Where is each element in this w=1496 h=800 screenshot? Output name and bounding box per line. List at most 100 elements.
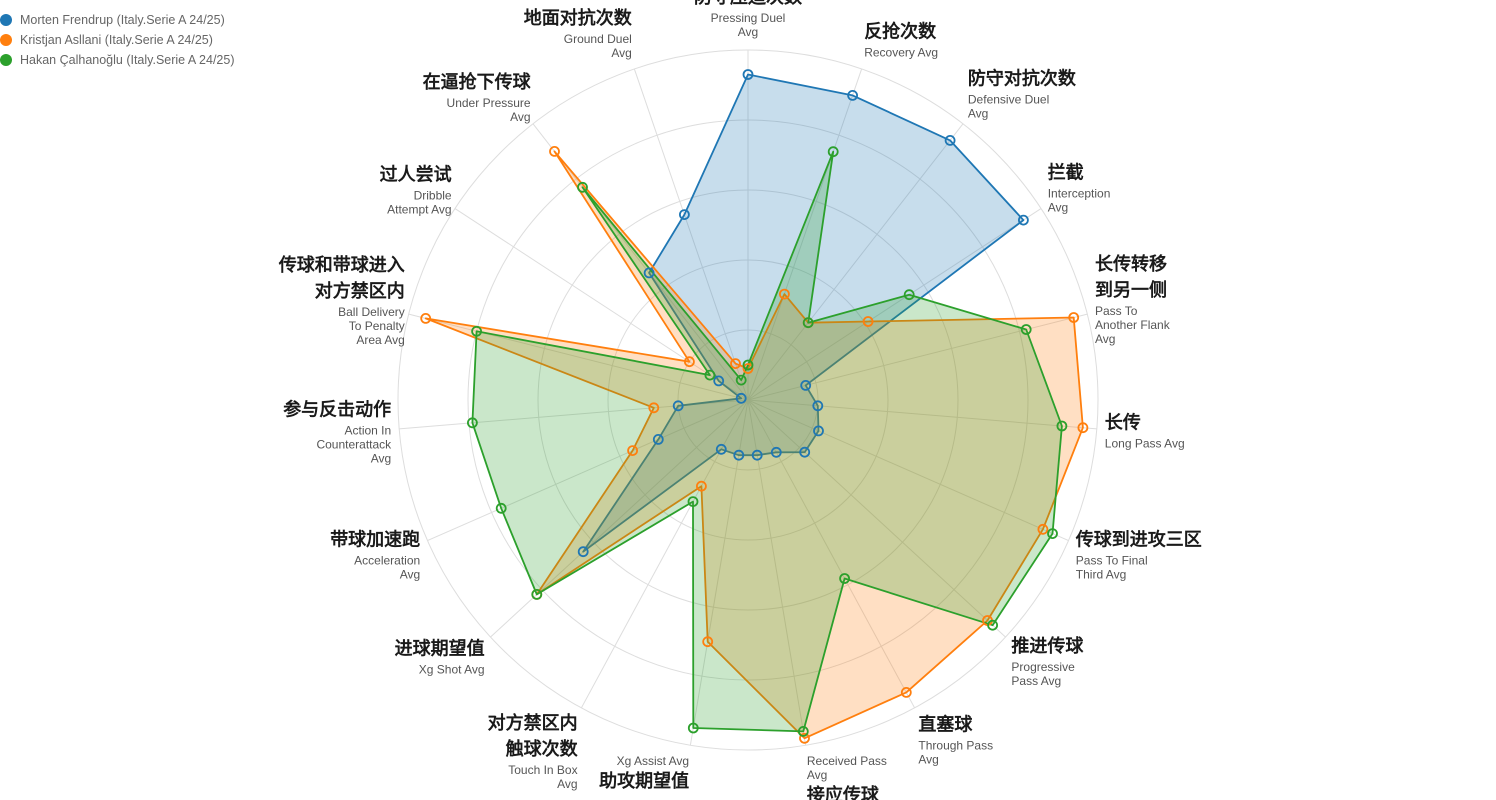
legend-marker-calhanoglu xyxy=(0,54,12,66)
spoke-13 xyxy=(427,399,749,542)
axis-label-en-3: Avg xyxy=(1048,200,1068,214)
axis-label-en-7: Pass Avg xyxy=(1011,674,1061,688)
data-point-2-18[interactable] xyxy=(735,374,747,386)
axis-label-cn-10: 助攻期望值 xyxy=(599,770,689,792)
data-point-1-11[interactable] xyxy=(696,480,707,492)
spoke-8 xyxy=(747,399,916,709)
data-point-2-5[interactable] xyxy=(1056,420,1068,432)
axis-label-cn-15: 传球和带球进入 xyxy=(278,254,405,276)
data-point-2-11[interactable] xyxy=(687,496,699,508)
axis-label-cn-0: 防守压迫次数 xyxy=(694,0,803,8)
data-point-1-14[interactable] xyxy=(648,402,660,414)
data-point-2-6[interactable] xyxy=(1047,528,1058,539)
legend-item-frendrup[interactable]: Morten Frendrup (Italy.Serie A 24/25) xyxy=(0,10,234,30)
data-point-2-2[interactable] xyxy=(802,317,814,329)
data-point-0-16[interactable] xyxy=(713,375,725,387)
data-point-0-18[interactable] xyxy=(679,209,690,221)
data-point-2-14[interactable] xyxy=(466,417,478,429)
axis-label-en-5: Long Pass Avg xyxy=(1105,436,1185,450)
data-point-2-1[interactable] xyxy=(827,146,839,158)
data-point-0-8[interactable] xyxy=(770,446,782,458)
data-point-0-0[interactable] xyxy=(742,69,754,80)
axis-label-en-4: Pass To xyxy=(1095,304,1138,318)
axis-label-en-7: Progressive xyxy=(1011,660,1075,674)
data-point-0-13[interactable] xyxy=(652,433,664,445)
data-point-0-14[interactable] xyxy=(672,400,684,412)
data-point-1-8[interactable] xyxy=(900,687,912,698)
data-point-0-17[interactable] xyxy=(643,267,655,279)
data-point-2-9[interactable] xyxy=(797,726,809,737)
axis-label-en-17: Avg xyxy=(510,110,530,124)
data-point-1-6[interactable] xyxy=(1037,523,1049,535)
axis-label-en-11: Avg xyxy=(557,777,577,791)
axis-label-cn-5: 长传 xyxy=(1105,411,1141,433)
data-point-1-13[interactable] xyxy=(627,445,638,457)
data-point-0-7[interactable] xyxy=(799,446,811,458)
axis-label-en-0: Avg xyxy=(738,25,758,39)
axis-label-en-15: To Penalty xyxy=(349,319,405,333)
spoke-11 xyxy=(580,399,749,709)
axis-label-en-4: Another Flank xyxy=(1095,318,1171,332)
data-point-0-11[interactable] xyxy=(715,443,727,455)
data-point-1-9[interactable] xyxy=(799,732,810,744)
spoke-16 xyxy=(454,208,749,401)
axis-label-en-17: Under Pressure xyxy=(447,96,531,110)
radar-series xyxy=(420,69,1089,744)
axis-label-en-9: Avg xyxy=(807,768,827,782)
data-point-1-1[interactable] xyxy=(779,288,790,300)
data-point-1-10[interactable] xyxy=(702,636,714,648)
data-point-0-9[interactable] xyxy=(751,449,763,461)
legend-item-asllani[interactable]: Kristjan Asllani (Italy.Serie A 24/25) xyxy=(0,30,234,50)
data-point-0-2[interactable] xyxy=(944,134,956,146)
data-point-2-0[interactable] xyxy=(742,359,754,371)
data-point-1-15[interactable] xyxy=(420,312,432,324)
axis-label-en-14: Counterattack xyxy=(316,438,392,452)
axis-label-cn-16: 过人尝试 xyxy=(380,164,452,186)
axis-label-cn-11: 触球次数 xyxy=(506,738,579,760)
spoke-10 xyxy=(689,399,749,746)
legend-item-calhanoglu[interactable]: Hakan Çalhanoğlu (Italy.Serie A 24/25) xyxy=(0,50,234,70)
spoke-9 xyxy=(747,399,807,746)
data-point-2-12[interactable] xyxy=(531,589,543,600)
data-point-0-15[interactable] xyxy=(735,392,747,404)
data-point-2-7[interactable] xyxy=(987,619,998,631)
axis-label-en-0: Pressing Duel xyxy=(711,11,786,25)
data-point-2-8[interactable] xyxy=(839,573,850,584)
spoke-2 xyxy=(747,123,964,401)
data-point-2-4[interactable] xyxy=(1020,324,1032,335)
data-point-0-6[interactable] xyxy=(813,425,824,437)
data-point-2-17[interactable] xyxy=(577,181,588,193)
data-point-2-10[interactable] xyxy=(687,722,699,734)
axis-label-en-6: Pass To Final xyxy=(1076,554,1148,568)
data-point-1-16[interactable] xyxy=(684,356,695,368)
data-point-1-17[interactable] xyxy=(549,145,560,157)
data-point-1-0[interactable] xyxy=(742,363,754,374)
data-point-0-1[interactable] xyxy=(847,90,858,101)
data-point-1-4[interactable] xyxy=(1068,312,1080,323)
data-point-1-18[interactable] xyxy=(730,358,741,370)
data-point-2-3[interactable] xyxy=(903,289,915,301)
data-point-0-4[interactable] xyxy=(800,379,812,391)
axis-label-cn-15: 对方禁区内 xyxy=(315,280,405,302)
data-point-2-13[interactable] xyxy=(495,502,507,514)
data-point-2-16[interactable] xyxy=(704,369,716,381)
axis-label-cn-1: 反抢次数 xyxy=(864,21,937,43)
data-point-1-3[interactable] xyxy=(862,316,874,327)
axis-label-en-13: Avg xyxy=(400,568,420,582)
spoke-1 xyxy=(747,68,863,401)
data-point-0-12[interactable] xyxy=(577,546,589,558)
axis-label-en-14: Avg xyxy=(371,452,391,466)
spoke-5 xyxy=(747,399,1097,430)
axis-label-en-18: Avg xyxy=(611,46,631,60)
data-point-1-5[interactable] xyxy=(1077,422,1089,434)
legend-label-asllani: Kristjan Asllani (Italy.Serie A 24/25) xyxy=(20,33,213,47)
axis-label-cn-2: 防守对抗次数 xyxy=(968,68,1077,90)
data-point-2-15[interactable] xyxy=(471,325,483,337)
axis-label-en-16: Dribble xyxy=(414,189,452,203)
legend-marker-asllani xyxy=(0,34,12,46)
spoke-18 xyxy=(633,68,749,401)
axis-label-en-11: Touch In Box xyxy=(508,763,577,777)
data-point-0-3[interactable] xyxy=(1018,214,1029,226)
data-point-0-5[interactable] xyxy=(812,400,824,412)
data-point-0-10[interactable] xyxy=(733,449,745,461)
